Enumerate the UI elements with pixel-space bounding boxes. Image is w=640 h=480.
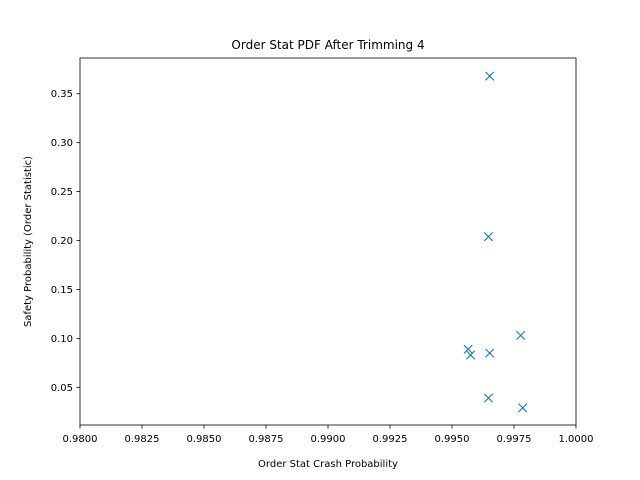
data-point-x-marker: [518, 403, 528, 413]
data-point-x-marker: [485, 71, 495, 81]
data-point-x-marker: [483, 232, 494, 242]
data-point-x-marker: [466, 350, 476, 360]
x-axis-title: Order Stat Crash Probability: [258, 459, 398, 470]
y-axis-title: Safety Probability (Order Statistic): [23, 156, 34, 327]
y-tick-label: 0.20: [51, 236, 73, 247]
x-axis-ticks: 0.9800 0.9825 0.9850 0.9875 0.9900 0.9925 0.99…: [63, 425, 594, 445]
x-tick-label: 1.0000: [559, 434, 594, 445]
y-tick-label: 0.30: [51, 138, 73, 149]
x-tick-label: 0.9825: [125, 434, 160, 445]
x-tick-label: 0.9850: [187, 434, 222, 445]
plot-frame: [79, 57, 577, 426]
chart-title: Order Stat PDF After Trimming 4: [231, 38, 424, 52]
x-tick-label: 0.9975: [497, 434, 532, 445]
y-tick-label: 0.15: [51, 285, 73, 296]
y-tick-label: 0.05: [51, 383, 73, 394]
x-tick-label: 0.9800: [63, 434, 98, 445]
data-points: [463, 71, 528, 413]
data-point-x-marker: [483, 393, 494, 403]
x-tick-label: 0.9900: [311, 434, 346, 445]
x-tick-label: 0.9875: [249, 434, 284, 445]
y-tick-label: 0.10: [51, 334, 73, 345]
data-point-x-marker: [463, 344, 473, 354]
data-point-x-marker: [485, 348, 495, 358]
x-tick-label: 0.9950: [435, 434, 470, 445]
y-tick-label: 0.35: [51, 89, 73, 100]
x-tick-label: 0.9925: [373, 434, 408, 445]
y-tick-label: 0.25: [51, 187, 73, 198]
y-axis-ticks: 0.05 0.10 0.15 0.20 0.25 0.30 0.35: [51, 89, 80, 394]
data-point-x-marker: [516, 330, 526, 341]
